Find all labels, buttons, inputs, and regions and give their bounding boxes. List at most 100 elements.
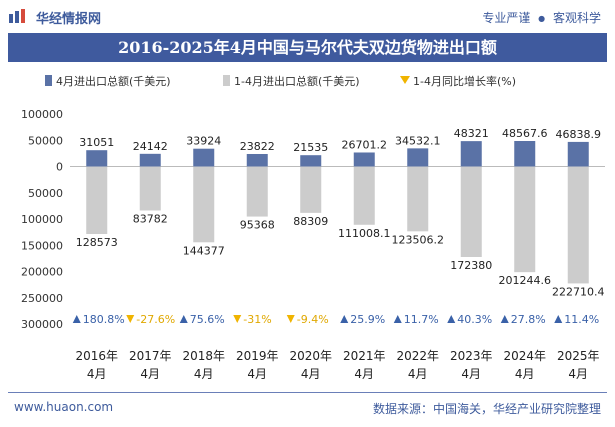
growth-down-marker [286,315,295,323]
bar-cumulative [193,166,215,243]
tag-objective: 客观科学 [552,11,601,25]
data-label-cumulative: 201244.6 [499,274,552,287]
growth-up-marker [340,315,349,323]
data-label-monthly: 23822 [240,140,275,153]
bar-monthly [567,141,589,167]
bar-cumulative [460,166,482,257]
bar-monthly [246,153,268,167]
x-tick-label-month: 4月 [568,367,588,381]
data-label-cumulative: 172380 [450,259,492,272]
x-tick-label-month: 4月 [515,367,535,381]
data-label-monthly: 31051 [79,136,114,149]
data-label-cumulative: 123506.2 [392,233,445,246]
x-tick-label-year: 2021年 [343,349,386,363]
x-tick-label-month: 4月 [194,367,214,381]
growth-down-marker [126,315,135,323]
data-label-monthly: 48567.6 [502,127,548,140]
bar-cumulative [514,166,536,273]
bar-monthly [353,152,375,167]
y-tick-label: 50000 [28,134,63,147]
x-tick-label-year: 2017年 [129,349,172,363]
bar-monthly [514,141,536,167]
growth-up-marker [179,315,188,323]
data-label-cumulative: 222710.4 [552,285,605,298]
x-tick-label-month: 4月 [140,367,160,381]
data-label-monthly: 46838.9 [556,128,602,141]
data-label-monthly: 33924 [186,135,221,148]
y-tick-label: 0 [56,161,63,174]
x-tick-label-year: 2023年 [450,349,493,363]
x-tick-label-year: 2019年 [236,349,279,363]
x-tick-label-month: 4月 [408,367,428,381]
y-tick-label: 300000 [21,318,63,331]
data-label-growth: -27.6% [136,313,175,326]
growth-up-marker [447,315,456,323]
bar-cumulative [86,166,108,235]
bar-monthly [407,148,429,167]
bar-monthly [86,150,108,167]
bar-monthly [460,141,482,167]
data-label-growth: 75.6% [190,313,225,326]
x-tick-label-year: 2025年 [557,349,600,363]
brand-tags: 专业严谨 ● 客观科学 [482,9,601,26]
data-label-monthly: 21535 [293,141,328,154]
bar-cumulative [300,166,322,213]
footer-source: 数据来源：中国海关，华经产业研究院整理 [372,402,601,416]
y-tick-label: 100000 [21,108,63,121]
tag-separator: ● [538,14,546,23]
data-label-monthly: 48321 [454,127,489,140]
legend-swatch-monthly [45,75,52,86]
growth-up-marker [500,315,509,323]
x-tick-label-month: 4月 [301,367,321,381]
legend-swatch-cumulative [223,75,230,86]
legend-label-growth: 1-4月同比增长率(%) [413,74,516,88]
x-tick-label-year: 2024年 [503,349,546,363]
huajing-logo-icon [9,9,25,23]
tag-professional: 专业严谨 [482,11,531,25]
y-tick-label: 200000 [21,266,63,279]
data-label-cumulative: 128573 [76,236,118,249]
bar-cumulative [407,166,429,232]
x-tick-label-month: 4月 [461,367,481,381]
growth-up-marker [72,315,81,323]
data-label-cumulative: 88309 [293,215,328,228]
data-label-cumulative: 111008.1 [338,227,391,240]
legend-marker-growth [400,76,410,84]
data-label-growth: 40.3% [457,313,492,326]
data-label-growth: 27.8% [511,313,546,326]
data-label-growth: -9.4% [297,313,329,326]
legend-label-monthly: 4月进出口总额(千美元) [56,74,171,88]
x-tick-label-month: 4月 [87,367,107,381]
data-label-growth: 11.4% [564,313,599,326]
x-tick-label-year: 2022年 [396,349,439,363]
growth-up-marker [554,315,563,323]
bar-monthly [139,153,161,167]
data-label-monthly: 26701.2 [342,138,388,151]
x-tick-label-year: 2018年 [182,349,225,363]
growth-up-marker [393,315,402,323]
growth-down-marker [233,315,242,323]
y-tick-label: 100000 [21,213,63,226]
y-tick-label: 250000 [21,292,63,305]
data-label-monthly: 24142 [133,140,168,153]
brand-name: 华经情报网 [36,12,102,27]
data-label-growth: 25.9% [350,313,385,326]
x-tick-label-year: 2020年 [289,349,332,363]
footer-website: www.huaon.com [14,400,114,414]
top-bar: 华经情报网 专业严谨 ● 客观科学 [0,0,615,32]
data-label-growth: -31% [243,313,271,326]
x-tick-label-month: 4月 [354,367,374,381]
title-bar: 2016-2025年4月中国与马尔代夫双边货物进出口额 [8,33,607,62]
y-tick-label: 50000 [28,187,63,200]
data-label-monthly: 34532.1 [395,134,441,147]
data-label-growth: 180.8% [83,313,125,326]
data-label-cumulative: 95368 [240,219,275,232]
bar-monthly [193,148,215,167]
bar-cumulative [139,166,161,211]
legend-label-cumulative: 1-4月进出口总额(千美元) [234,74,360,88]
data-label-cumulative: 83782 [133,212,168,225]
bar-monthly [300,155,322,167]
data-label-growth: 11.7% [404,313,439,326]
bar-cumulative [353,166,375,225]
y-tick-label: 150000 [21,239,63,252]
